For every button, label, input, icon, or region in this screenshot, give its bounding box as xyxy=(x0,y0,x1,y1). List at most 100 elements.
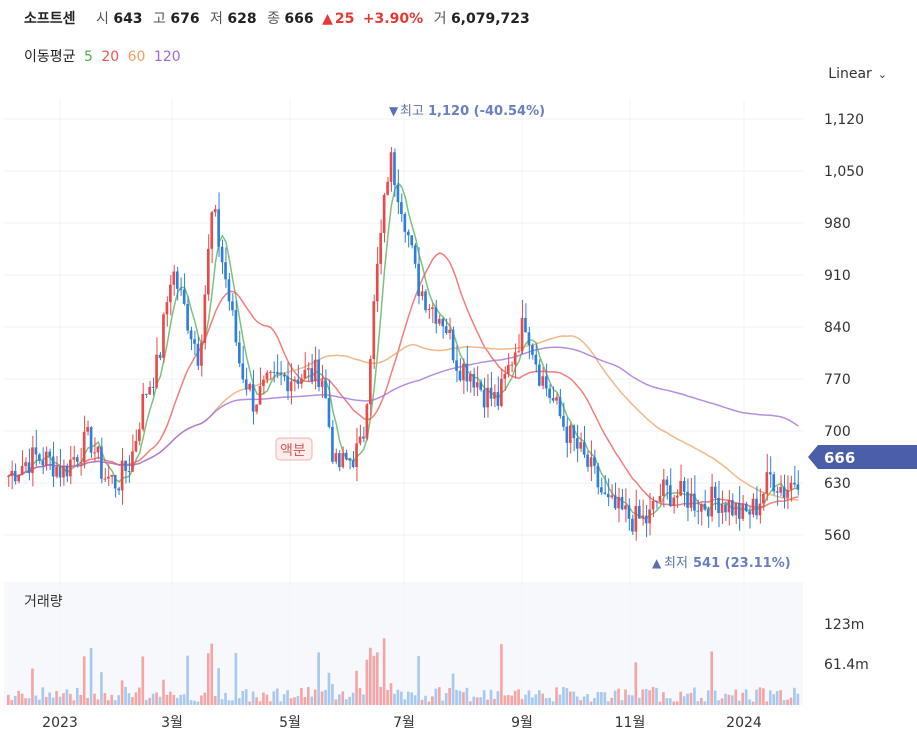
candle-body xyxy=(589,457,593,467)
candle-body xyxy=(606,493,610,498)
volume-bar xyxy=(620,700,624,705)
candle-body xyxy=(79,461,83,463)
volume-bar xyxy=(565,688,569,705)
volume-bar xyxy=(420,699,424,705)
volume-bar xyxy=(472,696,476,705)
scale-dropdown[interactable]: Linear ⌄ xyxy=(828,66,887,82)
split-annotation: 액분 xyxy=(275,437,313,461)
candle-body xyxy=(510,364,514,366)
high-annotation: ▼ 최고 1,120 (-40.54%) xyxy=(389,104,545,119)
split-annotation-label: 액분 xyxy=(280,443,306,459)
volume-bar xyxy=(275,688,279,705)
candle-body xyxy=(306,368,310,370)
candle-body xyxy=(213,209,217,213)
candle-body xyxy=(86,427,89,432)
volume-bar xyxy=(210,643,214,705)
volume-bar xyxy=(417,656,420,705)
volume-bar xyxy=(458,690,462,705)
volume-bar xyxy=(324,689,327,705)
volume-bar xyxy=(24,698,27,705)
volume-bar xyxy=(734,689,738,705)
candle-body xyxy=(696,510,700,512)
candle-body xyxy=(613,495,617,509)
candle-body xyxy=(320,380,324,387)
candle-body xyxy=(282,374,286,377)
volume-bar xyxy=(596,691,600,705)
candle-body xyxy=(768,472,772,475)
volume-bar xyxy=(96,699,100,705)
candle-body xyxy=(575,438,579,449)
volume-bar xyxy=(103,692,107,705)
close-value: 666 xyxy=(284,11,314,27)
volume-bar xyxy=(462,692,465,705)
candle-body xyxy=(248,384,251,390)
candle-body xyxy=(744,503,748,512)
candle-body xyxy=(196,343,200,366)
candle-body xyxy=(155,354,158,388)
volume-bar xyxy=(334,699,338,705)
candle-body xyxy=(289,381,293,392)
x-tick-2: 5월 xyxy=(279,715,301,731)
chevron-down-icon: ⌄ xyxy=(877,68,887,81)
candle-body xyxy=(103,478,107,480)
candle-body xyxy=(179,288,183,290)
volume-bar xyxy=(113,700,117,705)
candle-body xyxy=(503,373,507,379)
candle-body xyxy=(762,493,765,504)
volume-bar xyxy=(220,699,224,705)
candle-body xyxy=(341,452,345,468)
volume-bar xyxy=(682,696,686,705)
volume-bar xyxy=(206,653,210,705)
candle-body xyxy=(375,263,379,302)
volume-bar xyxy=(496,691,500,705)
candle-body xyxy=(520,317,524,352)
candle-body xyxy=(279,373,283,375)
volume-bar xyxy=(344,699,348,705)
candle-body xyxy=(472,373,476,388)
x-tick-3: 7월 xyxy=(393,715,415,731)
volume-bar xyxy=(772,694,776,705)
candle-body xyxy=(772,474,776,492)
volume-bar xyxy=(613,690,617,705)
moving-average-legend[interactable]: 이동평균 5 20 60 120 xyxy=(24,46,185,66)
volume-bar xyxy=(731,695,734,705)
candle-body xyxy=(358,436,362,444)
volume-bar xyxy=(782,700,786,705)
volume-bar xyxy=(355,670,358,705)
volume-bar xyxy=(286,690,289,705)
low-label: 저 xyxy=(210,11,223,27)
volume-bar xyxy=(717,700,720,705)
candle-body xyxy=(210,212,214,249)
candle-body xyxy=(127,470,131,472)
volume-bar xyxy=(51,697,55,705)
volume-bar xyxy=(317,652,320,705)
candle-body xyxy=(48,451,52,457)
y-tick-6: 700 xyxy=(824,424,851,440)
volume-bar xyxy=(551,701,555,705)
candle-body xyxy=(131,451,134,472)
candle-body xyxy=(269,371,272,373)
volume-bar xyxy=(424,695,427,705)
candle-body xyxy=(327,398,331,427)
candle-body xyxy=(548,388,551,398)
candle-body xyxy=(262,379,265,387)
candle-body xyxy=(255,404,258,412)
volume-bar xyxy=(513,690,517,705)
volume-bar xyxy=(655,687,658,705)
candle-body xyxy=(10,470,14,476)
candle-body xyxy=(303,369,307,379)
volume-bar xyxy=(372,655,376,705)
triangle-down-icon: ▼ xyxy=(389,104,399,118)
volume-bar xyxy=(403,699,407,705)
candle-body xyxy=(27,462,31,474)
volume-bar xyxy=(41,687,45,705)
volume-bar xyxy=(138,687,141,705)
volume-bar xyxy=(241,690,245,705)
volume-bar xyxy=(258,701,262,705)
volume-bar xyxy=(793,687,796,705)
candle-body xyxy=(238,342,241,364)
volume-bar xyxy=(7,694,10,705)
volume-bar xyxy=(106,700,110,705)
volume-bar xyxy=(255,697,258,705)
